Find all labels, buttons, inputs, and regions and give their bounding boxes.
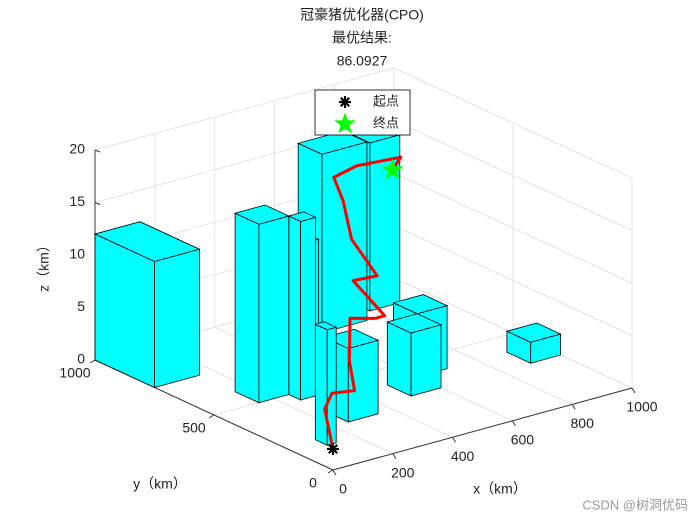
tick-mark — [94, 202, 101, 205]
tick-mark — [571, 404, 576, 410]
end-marker — [381, 158, 404, 180]
x-tick-label: 1000 — [626, 399, 657, 415]
obstacle — [386, 313, 443, 397]
obstacle-face — [300, 216, 317, 401]
obstacle-face — [410, 324, 442, 397]
obstacle-top — [392, 294, 449, 315]
obstacle-top — [386, 313, 443, 334]
path-line — [323, 155, 403, 450]
tick-mark — [511, 420, 516, 427]
watermark: CSDN @树洞优码 — [582, 497, 688, 512]
chart-subtitle: 最优结果: — [332, 30, 392, 46]
z-tick-label: 0 — [77, 351, 85, 367]
y-tick-label: 500 — [182, 420, 206, 436]
y-axis-label: y（km） — [133, 476, 187, 492]
legend-label: 终点 — [373, 115, 399, 130]
grid-line — [393, 172, 633, 284]
tick-mark — [89, 359, 96, 364]
obstacle-top — [287, 211, 317, 222]
y-tick-label: 0 — [309, 475, 317, 491]
obstacle-face — [288, 215, 302, 401]
tick-mark — [631, 387, 636, 394]
tick-mark — [452, 436, 457, 443]
obstacle-face — [154, 248, 200, 389]
z-tick-label: 15 — [69, 193, 85, 209]
grid-line — [393, 67, 633, 179]
start-marker — [339, 96, 351, 108]
x-tick-label: 800 — [571, 415, 595, 431]
x-tick-label: 400 — [451, 448, 475, 464]
chart-title: 冠豪猪优化器(CPO) — [300, 7, 424, 23]
z-tick-label: 20 — [69, 141, 85, 157]
obstacle — [287, 211, 317, 401]
obstacle — [314, 321, 338, 446]
z-tick-label: 10 — [69, 246, 85, 262]
obstacle-top — [505, 322, 562, 343]
marker-stroke — [327, 443, 339, 455]
obstacle — [505, 322, 562, 364]
legend-label: 起点 — [373, 93, 399, 108]
grid-line — [94, 67, 395, 151]
obstacle-top — [314, 321, 338, 331]
obstacle — [233, 204, 290, 404]
y-tick-label: 1000 — [59, 365, 90, 381]
best-value: 86.0927 — [337, 53, 388, 69]
tick-mark — [392, 453, 397, 459]
grid-line — [393, 225, 633, 336]
tick-mark — [332, 469, 337, 476]
obstacle — [323, 328, 380, 423]
x-tick-label: 0 — [339, 481, 347, 497]
marker-stroke — [339, 96, 351, 108]
obstacle-top — [233, 204, 290, 225]
tick-mark — [208, 414, 215, 419]
z-tick-label: 5 — [77, 298, 85, 314]
obstacle-face — [386, 321, 412, 397]
x-axis — [332, 387, 633, 471]
obstacle-face — [314, 323, 328, 446]
legend-marker — [334, 112, 356, 134]
obstacle-top — [93, 221, 201, 262]
obstacle-face — [258, 215, 290, 404]
grid-line — [393, 120, 633, 231]
tick-mark — [94, 149, 101, 153]
x-axis-label: x（km） — [473, 481, 527, 497]
x-tick-label: 600 — [511, 432, 535, 448]
start-marker — [327, 443, 339, 455]
z-axis-label: z（km） — [36, 238, 52, 292]
x-tick-label: 200 — [391, 464, 415, 480]
tick-mark — [327, 469, 334, 474]
legend-box — [314, 89, 411, 136]
obstacle — [93, 221, 201, 389]
obstacle-face — [234, 212, 260, 404]
